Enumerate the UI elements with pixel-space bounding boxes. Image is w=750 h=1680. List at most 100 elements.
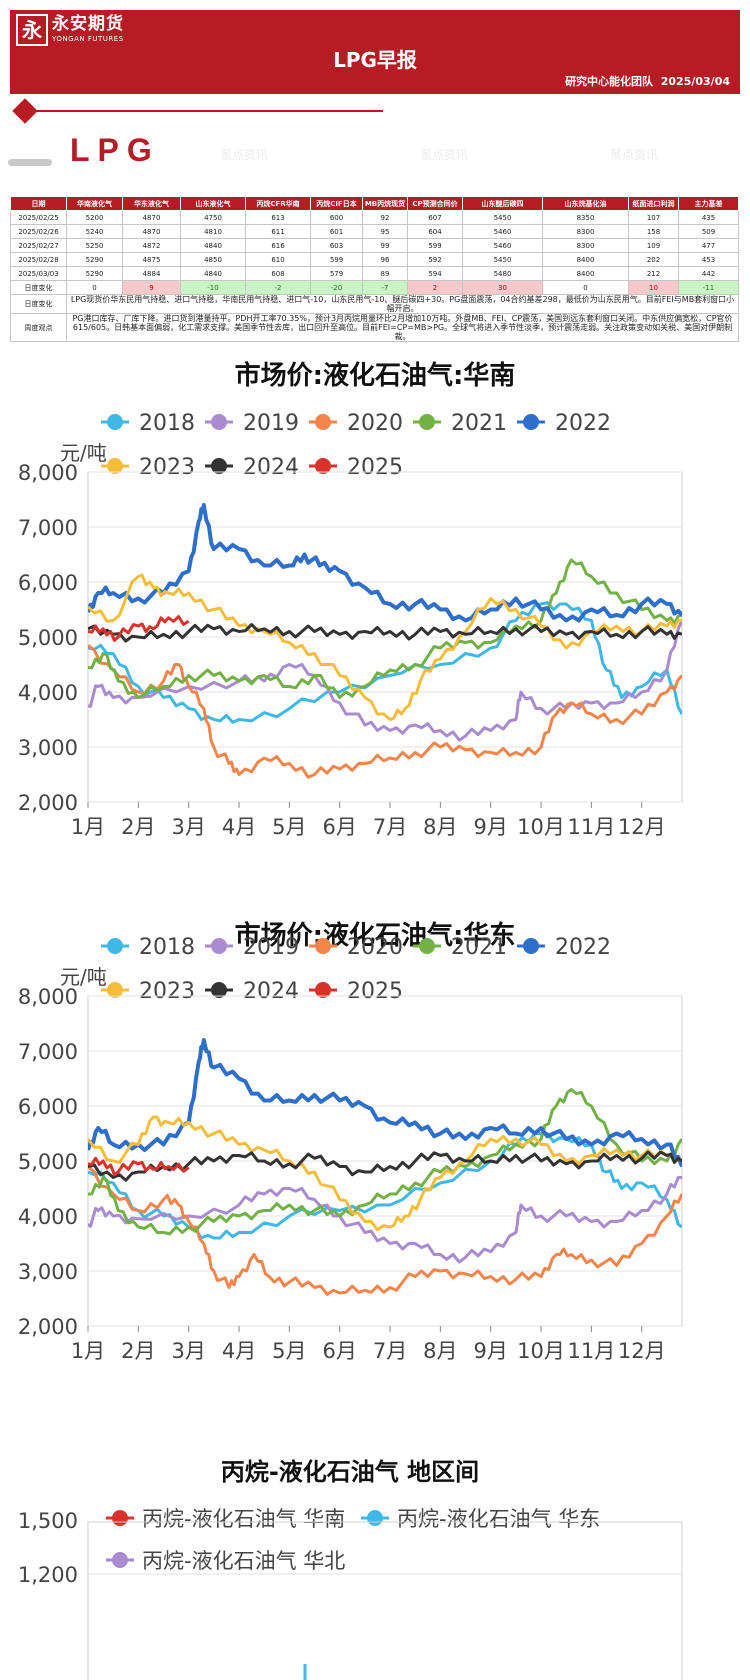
table-cell: 96 [362,252,408,267]
legend-item-2021[interactable]: 2021 [413,935,507,960]
legend-item-2019[interactable]: 2019 [205,411,299,436]
legend-marker [211,458,227,474]
y-tick-label: 3,000 [18,1260,78,1284]
table-cell: 5240 [66,224,123,239]
legend-label: 2019 [243,411,299,436]
legend-marker [419,938,435,954]
y-tick-label: 7,000 [18,516,78,540]
diamond-icon [12,98,38,124]
chart-propane-spread: 丙烷-液化石油气 地区间丙烷-液化石油气 华南 丙烷-液化石油气 华东 丙烷-液化石… [0,1452,750,1680]
table-row: 2025/02/26 5240 4870 4810 611 601 95 604 5460 830… [10,224,739,239]
legend-item-2019[interactable]: 2019 [205,935,299,960]
table-cell: 5200 [66,210,123,225]
table-row: 2025/02/25 5200 4870 4750 613 600 92 607 5450 835… [10,210,739,225]
table-cell: 2025/02/25 [10,210,67,225]
table-cell: 95 [362,224,408,239]
logo-name-cn: 永安期货 [52,14,124,34]
legend-item-2024[interactable]: 2024 [205,455,299,480]
change-cell: -10 [180,280,246,295]
table-cell: 212 [628,266,679,281]
x-tick-label: 8月 [423,815,457,839]
report-header: 永 永安期货 YONGAN FUTURES LPG早报 研究中心能化团队 202… [10,10,740,94]
table-cell: 477 [678,238,739,253]
watermark: 景点资讯 [610,148,659,162]
watermark: 景点资讯 [220,148,269,162]
legend-item-2020[interactable]: 2020 [309,935,403,960]
table-cell: 599 [310,252,363,267]
legend-label: 丙烷-液化石油气 华北 [142,1549,345,1573]
change-cell: -2 [245,280,311,295]
legend-item-2023[interactable]: 2023 [101,455,195,480]
legend-item-2025[interactable]: 2025 [309,979,403,1004]
weekly-comment-row: 周度观点 PG港口库存、厂库下降。进口货到港量持平。PDH开工率70.35%，预计… [10,313,739,342]
chart-south-china: 市场价:液化石油气:华南 2018 2019 2020 2021 2022 2023 2024… [0,352,750,912]
table-cell: 442 [678,266,739,281]
legend-marker [211,982,227,998]
table-cell: 107 [628,210,679,225]
y-tick-label: 7,000 [18,1040,78,1064]
legend-item-2024[interactable]: 2024 [205,979,299,1004]
chart-title: 市场价:液化石油气:华东 [235,920,516,951]
legend-item-2020[interactable]: 2020 [309,411,403,436]
table-change-row: 日度变化 0 9 -10 -2 -20 -7 2 30 0 10 -11 [10,280,739,295]
legend-item-1[interactable]: 丙烷-液化石油气 华东 [361,1507,600,1531]
series-line-2025 [88,1156,190,1177]
x-tick-label: 12月 [618,1339,666,1363]
daily-comment-text: LPG现货价华东民用气持稳、进口气持稳，华南民用气持稳、进口气-10，山东民用气… [66,294,739,314]
chart-svg: 市场价:液化石油气:华东 2018 2019 2020 2021 2022 2023 2024… [18,920,683,1363]
legend-marker [107,938,123,954]
y-tick-label: 3,000 [18,736,78,760]
table-cell: 594 [407,266,463,281]
legend-item-2018[interactable]: 2018 [101,411,195,436]
y-tick-label: 6,000 [18,1095,78,1119]
series-line-2022 [88,503,682,623]
legend-item-2018[interactable]: 2018 [101,935,195,960]
table-header-cell: 日期 [10,196,67,211]
daily-comment-row: 日度变化 LPG现货价华东民用气持稳、进口气持稳，华南民用气持稳、进口气-10，山… [10,294,739,314]
series-line-2023 [88,573,682,721]
table-cell: 109 [628,238,679,253]
table-cell: 453 [678,252,739,267]
chart-svg: 市场价:液化石油气:华南 2018 2019 2020 2021 2022 2023 2024… [18,360,683,839]
legend-item-2023[interactable]: 2023 [101,979,195,1004]
legend-marker [107,982,123,998]
legend-item-2025[interactable]: 2025 [309,455,403,480]
table-cell: 158 [628,224,679,239]
watermark: 景点资讯 [420,148,469,162]
legend-item-2022[interactable]: 2022 [517,411,611,436]
change-cell: 2 [407,280,463,295]
table-cell: 4870 [122,210,181,225]
x-tick-label: 2月 [121,815,155,839]
y-tick-label: 1,500 [18,1509,78,1533]
change-cell: -7 [362,280,408,295]
x-tick-label: 4月 [222,815,256,839]
series-line-2019 [88,1176,682,1264]
legend-label: 2020 [347,935,403,960]
legend-marker [112,1552,128,1568]
table-cell: 2025/02/28 [10,252,67,267]
table-cell: 5480 [462,266,543,281]
change-cell: 0 [542,280,629,295]
x-tick-label: 11月 [568,815,616,839]
legend-item-0[interactable]: 丙烷-液化石油气 华南 [106,1507,345,1531]
x-tick-label: 6月 [323,815,357,839]
legend-item-2[interactable]: 丙烷-液化石油气 华北 [106,1549,345,1573]
x-tick-label: 10月 [517,815,565,839]
legend-label: 2022 [555,935,611,960]
daily-comment-label: 日度变化 [10,294,67,314]
legend-item-2022[interactable]: 2022 [517,935,611,960]
table-cell: 4884 [122,266,181,281]
table-cell: 603 [310,238,363,253]
x-tick-label: 11月 [568,1339,616,1363]
legend-label: 2022 [555,411,611,436]
series-line-2021 [88,1088,682,1236]
series-line-2022 [88,1038,682,1168]
legend-marker [523,938,539,954]
y-tick-label: 8,000 [18,985,78,1009]
legend-item-2021[interactable]: 2021 [413,411,507,436]
chart-title: 市场价:液化石油气:华南 [235,360,516,391]
change-cell: 30 [462,280,543,295]
chart-title: 丙烷-液化石油气 地区间 [221,1458,479,1486]
legend-marker [211,938,227,954]
legend-label: 2020 [347,411,403,436]
